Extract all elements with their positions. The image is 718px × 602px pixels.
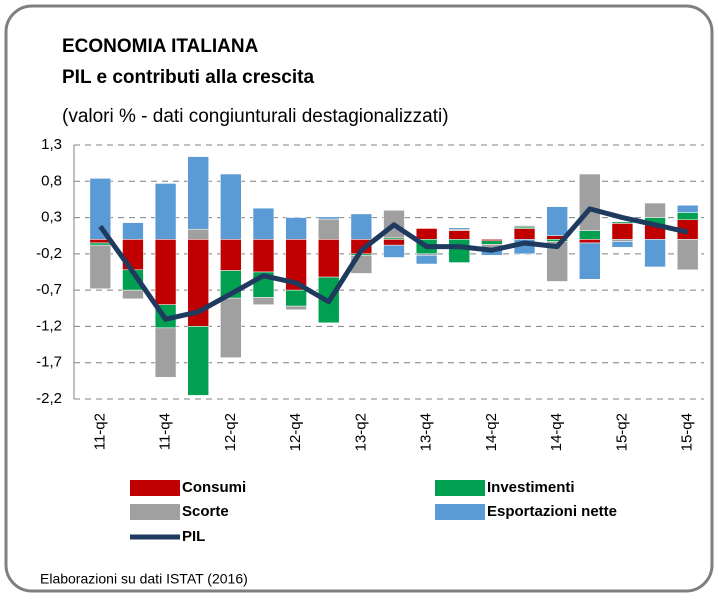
- x-tick-label: 11-q2: [91, 413, 108, 450]
- bar: [89, 242, 112, 246]
- legend-swatch: [130, 504, 180, 520]
- legend-swatch: [130, 480, 180, 496]
- bar: [448, 239, 470, 263]
- bar: [383, 239, 405, 246]
- bar: [383, 244, 405, 258]
- bar: [350, 213, 373, 240]
- bar: [611, 241, 634, 248]
- bar: [513, 225, 536, 228]
- x-tick-label: 12-q2: [222, 413, 239, 451]
- bar: [448, 230, 470, 240]
- bar: [285, 289, 307, 307]
- bar: [154, 183, 177, 240]
- legend-label: Esportazioni nette: [487, 503, 617, 520]
- bar: [579, 242, 601, 280]
- bar: [644, 239, 666, 268]
- bar: [220, 239, 242, 271]
- bar: [252, 207, 275, 240]
- y-tick-label: -2,2: [36, 390, 62, 407]
- bar: [448, 227, 470, 230]
- bar: [611, 239, 634, 242]
- x-tick-label: 15-q4: [679, 413, 696, 451]
- x-tick-label: 11-q4: [157, 413, 174, 450]
- source: Elaborazioni su dati ISTAT (2016): [40, 571, 248, 587]
- y-tick-label: 1,3: [41, 136, 62, 153]
- bar: [546, 206, 568, 236]
- y-tick-label: -0,7: [36, 281, 62, 298]
- bar: [285, 217, 307, 240]
- bar: [252, 297, 275, 305]
- line: [98, 206, 689, 322]
- y-tick-label: 0,3: [41, 209, 62, 226]
- bar: [318, 218, 340, 240]
- bar: [611, 221, 634, 224]
- bar: [285, 305, 307, 310]
- x-tick-label: 13-q4: [418, 413, 435, 451]
- x-tick-label: 12-q4: [287, 413, 304, 451]
- chart-title: ECONOMIA ITALIANA: [62, 36, 259, 57]
- bar: [579, 230, 601, 240]
- legend-label: Scorte: [182, 503, 229, 520]
- bar: [415, 228, 438, 240]
- bar: [676, 239, 699, 271]
- bar: [154, 239, 177, 305]
- bar: [676, 204, 699, 213]
- bar: [644, 202, 666, 218]
- bar: [513, 228, 536, 240]
- bar: [546, 241, 568, 282]
- bar: [676, 212, 699, 220]
- bar: [89, 178, 112, 240]
- bar: [89, 244, 112, 289]
- y-tick-label: -0,2: [36, 245, 62, 262]
- chart-subtitle: (valori % - dati congiunturali destagion…: [62, 106, 449, 127]
- bar: [187, 156, 209, 230]
- bar: [187, 326, 209, 396]
- bar: [318, 239, 340, 278]
- chart-subtitle: PIL e contributi alla crescita: [62, 67, 314, 88]
- y-tick-label: -1,7: [36, 354, 62, 371]
- x-tick-label: 14-q4: [548, 413, 565, 451]
- bar: [318, 216, 340, 220]
- bar: [122, 222, 144, 240]
- bar: [579, 173, 601, 231]
- bar: [122, 289, 144, 300]
- bar: [611, 223, 634, 240]
- frame: [4, 4, 714, 593]
- bar: [154, 327, 177, 378]
- x-tick-label: 15-q2: [613, 413, 630, 451]
- x-tick-label: 14-q2: [483, 413, 500, 451]
- legend-label: Investimenti: [487, 479, 575, 496]
- y-tick-label: 0,8: [41, 172, 62, 189]
- y-tick-label: -1,2: [36, 317, 62, 334]
- bar: [187, 228, 209, 240]
- bar: [252, 239, 275, 273]
- bar: [220, 297, 242, 358]
- legend-label: Consumi: [182, 479, 246, 496]
- x-tick-label: 13-q2: [352, 413, 369, 451]
- legend-label: PIL: [182, 528, 205, 545]
- bar: [481, 240, 503, 245]
- bar: [220, 173, 242, 240]
- legend-swatch: [435, 504, 485, 520]
- bar: [415, 255, 438, 265]
- legend-swatch: [435, 480, 485, 496]
- bar: [579, 239, 601, 244]
